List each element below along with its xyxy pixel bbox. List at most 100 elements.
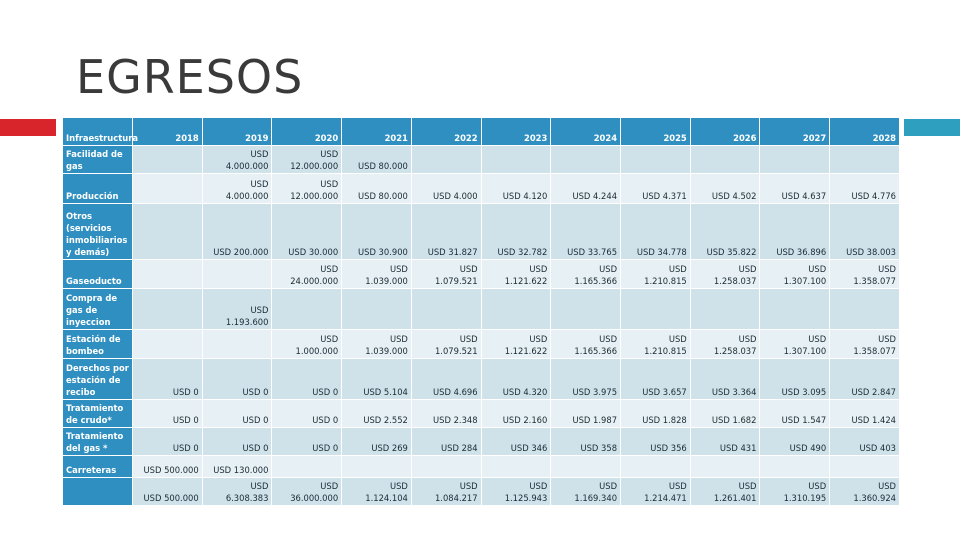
table-cell (550, 145, 622, 174)
table-cell (410, 455, 482, 478)
expenses-table: Infraestructura 2018 2019 2020 2021 2022 2023 2… (62, 117, 900, 506)
column-header-2027: 2027 (759, 117, 831, 146)
table-cell (132, 288, 203, 330)
table-cell: USD 269 (341, 427, 412, 456)
table-cell: USD 1.987 (550, 399, 622, 428)
table-cell: USD 1.125.943 (480, 477, 552, 506)
table-row: Carreteras USD 500.000 USD 130.000 (62, 455, 900, 478)
table-cell (410, 288, 482, 330)
table-cell: USD 1.124.104 (341, 477, 412, 506)
column-header-2026: 2026 (689, 117, 761, 146)
header-row: Infraestructura 2018 2019 2020 2021 2022 2023 2… (62, 117, 900, 146)
table-cell: USD 1.261.401 (689, 477, 761, 506)
table-cell: USD 1.307.100 (759, 329, 831, 359)
table-cell (201, 259, 273, 289)
table-cell: USD 36.000.000 (271, 477, 343, 506)
row-label: Estación de bombeo (62, 329, 133, 359)
table-cell: USD 4.000.000 (201, 173, 273, 204)
column-header-infraestructura: Infraestructura (62, 117, 138, 146)
accent-bar-right (904, 119, 960, 136)
table-cell: USD 24.000.000 (271, 259, 343, 289)
table-cell (550, 288, 622, 330)
table-cell: USD 12.000.000 (271, 145, 343, 174)
table-body: Facilidad de gas USD 4.000.000 USD 12.000.… (62, 145, 900, 506)
table-cell (132, 173, 203, 204)
table-cell (132, 203, 203, 260)
table-cell: USD 1.039.000 (341, 259, 412, 289)
table-cell (550, 455, 622, 478)
row-label: Tratamiento de crudo* (62, 399, 133, 428)
table-cell (829, 288, 900, 330)
table-cell: USD 1.210.815 (620, 259, 691, 289)
table-cell: USD 5.104 (341, 358, 412, 400)
table-cell: USD 356 (620, 427, 691, 456)
table-cell: USD 1.169.340 (550, 477, 622, 506)
table-cell: USD 0 (132, 427, 203, 456)
table-cell (132, 145, 203, 174)
table-cell: USD 1.210.815 (620, 329, 691, 359)
table-cell: USD 31.827 (410, 203, 482, 260)
table-cell: USD 3.657 (620, 358, 691, 400)
table-row: USD 500.000 USD 6.308.383 USD 36.000.000 US… (62, 477, 900, 506)
table-cell: USD 1.079.521 (410, 329, 482, 359)
table-cell: USD 0 (201, 358, 273, 400)
table-cell: USD 4.000 (410, 173, 482, 204)
table-cell: USD 1.547 (759, 399, 831, 428)
row-label: Gaseoducto (62, 259, 133, 289)
table-cell (620, 145, 691, 174)
table-cell (620, 455, 691, 478)
table-cell: USD 1.165.366 (550, 259, 622, 289)
table-row: Gaseoducto USD 24.000.000 USD 1.039.000 USD… (62, 259, 900, 289)
table-cell (480, 145, 552, 174)
table-cell: USD 1.121.622 (480, 259, 552, 289)
table-cell: USD 2.847 (829, 358, 900, 400)
table-cell: USD 130.000 (201, 455, 273, 478)
table-cell: USD 0 (271, 427, 343, 456)
table-header: Infraestructura 2018 2019 2020 2021 2022 2023 2… (62, 117, 900, 146)
table-cell: USD 1.682 (689, 399, 761, 428)
column-header-2023: 2023 (480, 117, 552, 146)
table-cell (201, 329, 273, 359)
table-cell: USD 36.896 (759, 203, 831, 260)
table-cell: USD 32.782 (480, 203, 552, 260)
table-cell: USD 1.310.195 (759, 477, 831, 506)
table-row: Facilidad de gas USD 4.000.000 USD 12.000.… (62, 145, 900, 174)
table-cell: USD 30.000 (271, 203, 343, 260)
table-cell: USD 4.637 (759, 173, 831, 204)
table-cell (759, 145, 831, 174)
table-row: Compra de gas de inyeccion USD 1.193.600 (62, 288, 900, 330)
table-cell (341, 455, 412, 478)
table-cell: USD 35.822 (689, 203, 761, 260)
table-cell (759, 455, 831, 478)
column-header-2025: 2025 (620, 117, 691, 146)
table-cell (480, 455, 552, 478)
table-cell: USD 0 (201, 399, 273, 428)
table-row: Tratamiento del gas * USD 0 USD 0 USD 0 USD … (62, 427, 900, 456)
table-cell: USD 4.000.000 (201, 145, 273, 174)
column-header-2028: 2028 (829, 117, 900, 146)
table-cell: USD 0 (132, 399, 203, 428)
accent-bar-left (0, 119, 56, 136)
table-cell: USD 4.502 (689, 173, 761, 204)
table-row: Producción USD 4.000.000 USD 12.000.000 USD… (62, 173, 900, 204)
table-cell: USD 1.165.366 (550, 329, 622, 359)
table-cell: USD 284 (410, 427, 482, 456)
slide-title: EGRESOS (76, 50, 304, 104)
table-cell: USD 3.095 (759, 358, 831, 400)
table-cell (829, 145, 900, 174)
table-row: Otros (servicios inmobiliarios y demás) U… (62, 203, 900, 260)
table-cell: USD 38.003 (829, 203, 900, 260)
table-cell: USD 1.307.100 (759, 259, 831, 289)
table-cell: USD 1.000.000 (271, 329, 343, 359)
table-cell (271, 288, 343, 330)
table-cell: USD 1.828 (620, 399, 691, 428)
table-cell (410, 145, 482, 174)
table-cell: USD 1.358.077 (829, 329, 900, 359)
table-cell: USD 4.120 (480, 173, 552, 204)
table-cell: USD 80.000 (341, 173, 412, 204)
table-cell: USD 4.320 (480, 358, 552, 400)
table-cell: USD 500.000 (132, 477, 203, 506)
table-cell: USD 1.121.622 (480, 329, 552, 359)
row-label: Carreteras (62, 455, 133, 478)
table-cell: USD 12.000.000 (271, 173, 343, 204)
